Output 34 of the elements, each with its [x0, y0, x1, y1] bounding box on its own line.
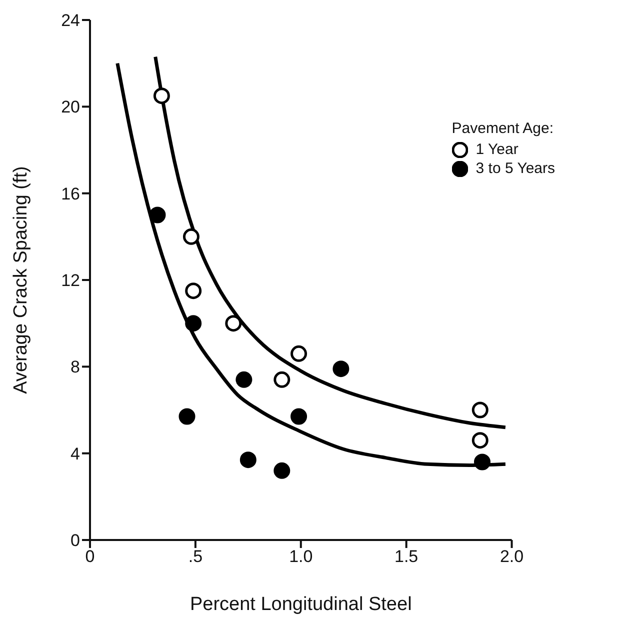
y-tick-label: 24: [61, 11, 80, 30]
y-tick-label: 16: [61, 184, 80, 204]
x-axis-title: Percent Longitudinal Steel: [190, 594, 412, 615]
x-tick-label: 1.0: [289, 547, 313, 566]
point: [182, 228, 200, 245]
point: [185, 315, 202, 332]
point: [178, 408, 196, 425]
point: [472, 432, 488, 449]
point: [290, 345, 308, 362]
x-tick-label: 0: [85, 547, 95, 566]
point: [185, 282, 202, 300]
x-tick-label: 1.5: [394, 547, 418, 566]
y-tick-label: 0: [70, 531, 80, 550]
point: [274, 462, 290, 479]
legend-label: 1 Year: [476, 141, 518, 158]
point: [240, 452, 256, 468]
point: [274, 371, 290, 388]
point: [474, 454, 490, 470]
point: [149, 206, 166, 224]
x-tick-label: 2.0: [500, 547, 524, 566]
y-tick-label: 8: [70, 358, 80, 377]
y-tick-label: 12: [61, 271, 80, 290]
point: [153, 88, 170, 104]
legend-label: 3 to 5 Years: [476, 160, 555, 177]
point: [225, 315, 242, 332]
point: [332, 360, 350, 378]
y-tick-label: 20: [61, 98, 80, 117]
point: [236, 371, 252, 388]
x-tick-label: .5: [188, 547, 203, 566]
point: [472, 402, 488, 418]
y-axis-title: Average Crack Spacing (ft): [10, 166, 32, 394]
point: [290, 408, 308, 425]
y-tick-label: 4: [70, 444, 80, 464]
legend-title: Pavement Age:: [452, 120, 554, 137]
